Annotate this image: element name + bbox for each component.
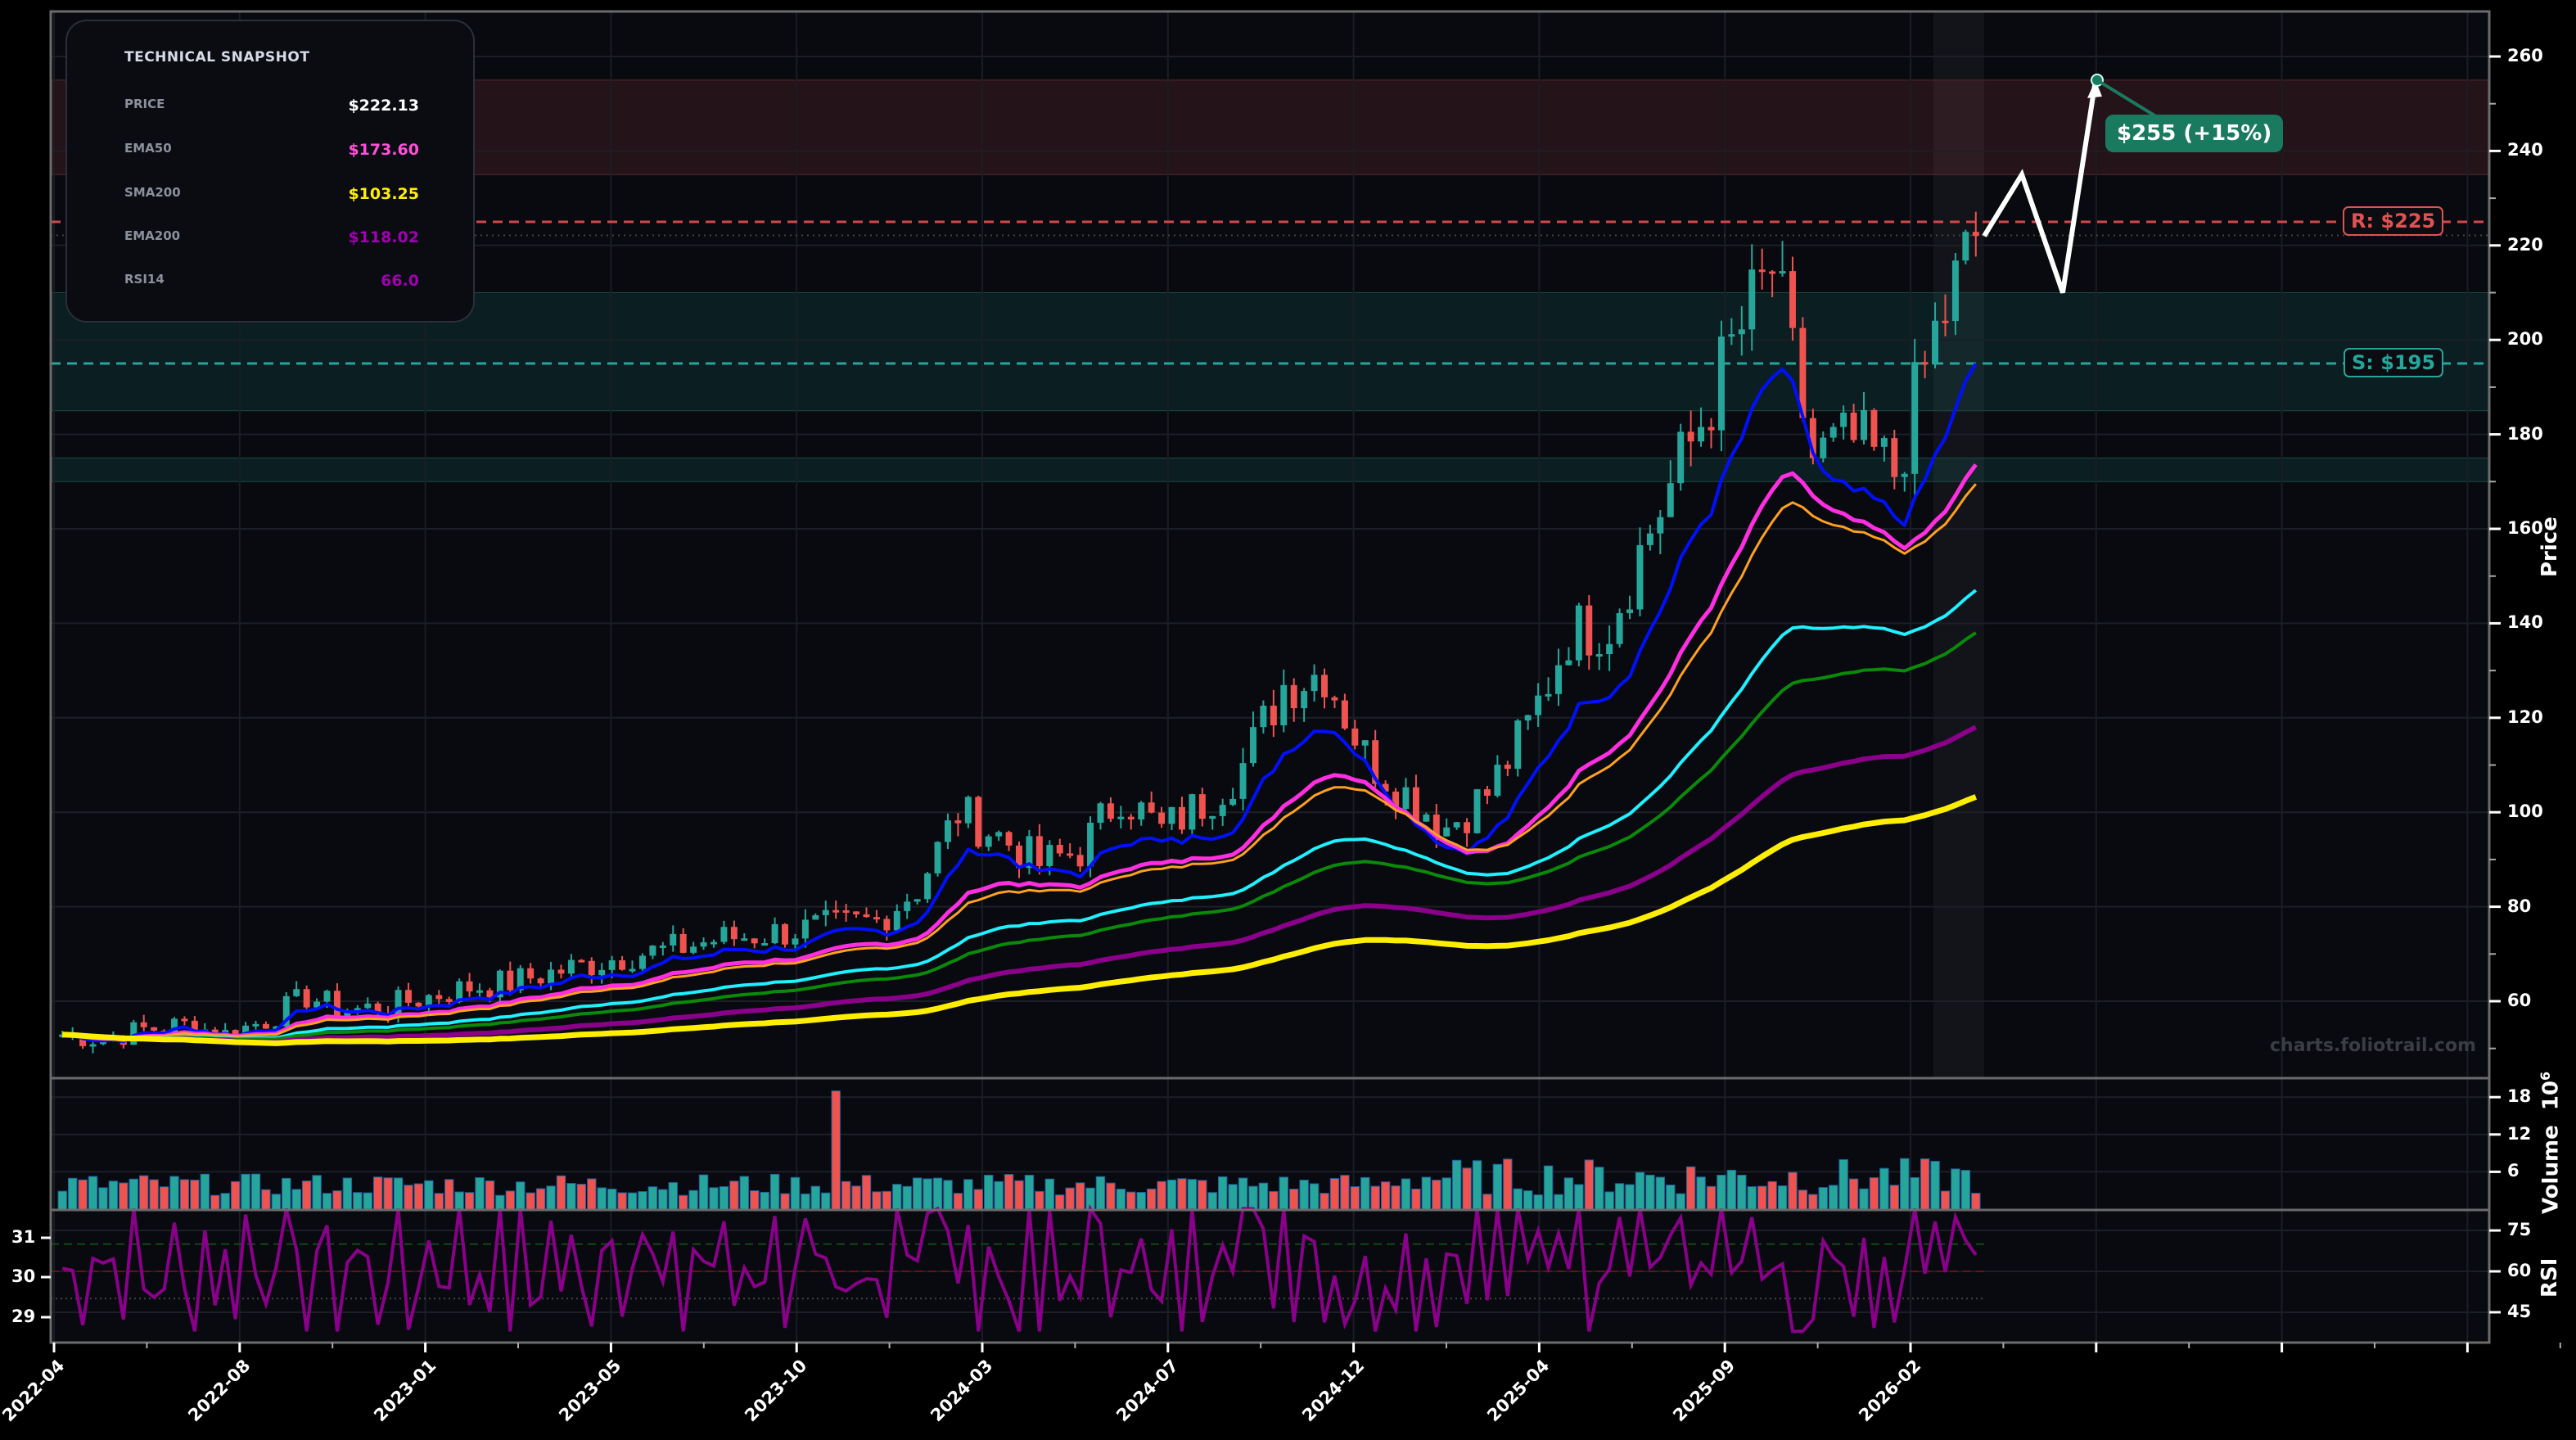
rsi-line [61,1203,1978,1334]
snapshot-label: EMA200 [124,228,181,243]
rsi-tick-label: 60 [2507,1261,2532,1280]
volume-pane [51,1078,2489,1210]
snapshot-label: SMA200 [124,185,181,200]
rsi-left-tick-label: 31 [11,1227,36,1247]
resistance-level-tag: R: $225 [2343,206,2444,236]
candlesticks [59,211,1979,1054]
snapshot-row-sma200: SMA200 $103.25 [124,185,419,205]
snapshot-label: PRICE [124,97,165,111]
price-tick-label: 220 [2507,234,2543,255]
snapshot-label: EMA50 [124,141,172,156]
snapshot-title: TECHNICAL SNAPSHOT [124,49,310,65]
volume-tick-label: 18 [2507,1086,2532,1107]
volume-tick-label: 6 [2507,1161,2520,1181]
rsi-left-tick-label: 29 [11,1307,36,1326]
ma-line-sma200 [62,794,1978,1046]
technical-snapshot-panel: TECHNICAL SNAPSHOT PRICE $222.13 EMA50 $… [65,20,475,323]
snapshot-value: $222.13 [348,97,419,115]
price-tick-label: 200 [2507,329,2543,350]
volume-axis-label: Volume 106 [2538,1072,2564,1214]
watermark: charts.foliotrail.com [2270,1036,2476,1056]
volume-unit-base: 10 [2538,1080,2564,1111]
price-tick-label: 100 [2507,801,2543,822]
ma-line-ema100 [62,589,1978,1041]
price-tick-label: 60 [2507,991,2532,1010]
price-tick-label: 240 [2507,140,2543,160]
snapshot-row-price: PRICE $222.13 [124,97,419,116]
price-tick-label: 140 [2507,612,2543,633]
price-tick-label: 260 [2507,46,2543,65]
price-tick-label: 120 [2507,706,2543,727]
snapshot-value: 66.0 [381,272,419,290]
snapshot-row-ema50: EMA50 $173.60 [124,141,419,160]
price-tick-label: 180 [2507,423,2543,444]
snapshot-value: $118.02 [348,228,419,246]
support-level-tag: S: $195 [2344,348,2444,377]
volume-tick-label: 12 [2507,1123,2532,1144]
volume-label-text: Volume [2538,1125,2564,1214]
rsi-axis-label: RSI [2538,1257,2562,1298]
snapshot-label: RSI14 [124,272,165,287]
snapshot-row-ema200: EMA200 $118.02 [124,228,419,248]
volume-bars [57,1090,1981,1210]
rsi-tick-label: 45 [2507,1301,2532,1321]
snapshot-value: $173.60 [348,141,419,159]
price-target-tag: $255 (+15%) [2105,115,2284,152]
rsi-left-tick-label: 30 [11,1266,36,1286]
snapshot-row-rsi14: RSI14 66.0 [124,272,419,291]
snapshot-value: $103.25 [348,185,419,203]
price-tick-label: 80 [2507,896,2532,916]
ma-line-ema50 [62,463,1978,1042]
ma-line-ema60 [62,483,1977,1041]
ma-line-ema200 [62,725,1978,1045]
projection-path [1982,79,2098,294]
ma-line-ema20 [62,362,1978,1044]
ma-line-sma150 [62,631,1977,1041]
volume-unit-exp: 6 [2538,1071,2553,1081]
price-tick-label: 160 [2507,518,2543,538]
support-zone [50,457,2490,482]
rsi-tick-label: 75 [2507,1220,2532,1240]
projection-arrowhead [2087,79,2102,98]
